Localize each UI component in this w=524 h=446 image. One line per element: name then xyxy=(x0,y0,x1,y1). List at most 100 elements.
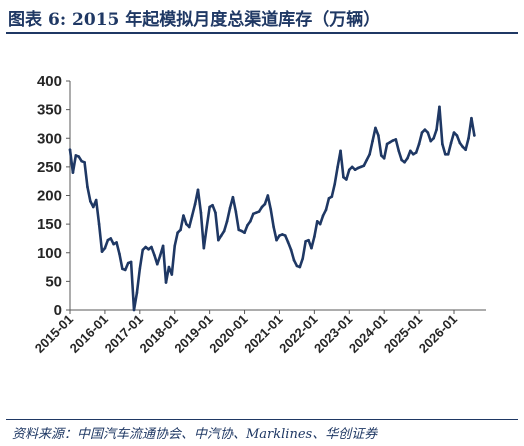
data-point xyxy=(164,281,168,284)
x-tick-label: 2026-01 xyxy=(416,312,460,356)
data-point xyxy=(71,171,75,174)
figure-title-prefix: 图表 xyxy=(8,10,42,30)
data-point xyxy=(225,219,229,223)
data-point xyxy=(176,231,179,235)
data-point xyxy=(211,203,214,207)
data-point xyxy=(254,211,258,214)
data-point xyxy=(77,155,81,158)
data-point xyxy=(313,235,316,239)
data-point xyxy=(449,141,453,145)
data-point xyxy=(379,154,383,157)
data-point xyxy=(208,205,211,209)
data-point xyxy=(377,134,380,137)
data-point xyxy=(394,138,398,141)
data-point xyxy=(458,141,462,145)
data-point xyxy=(275,238,278,242)
data-point xyxy=(304,240,307,243)
data-point xyxy=(266,194,270,197)
data-point xyxy=(388,140,392,144)
data-point xyxy=(281,233,284,236)
data-point xyxy=(327,197,331,200)
data-point xyxy=(310,246,313,250)
data-point xyxy=(249,219,252,223)
data-point xyxy=(347,168,351,172)
data-point xyxy=(353,168,357,172)
data-point xyxy=(185,222,188,226)
data-point xyxy=(138,267,142,271)
data-point xyxy=(321,214,325,217)
data-point xyxy=(199,211,203,214)
data-point xyxy=(123,268,127,272)
data-point xyxy=(414,151,418,154)
data-point xyxy=(214,211,217,214)
data-point xyxy=(243,231,246,235)
data-point xyxy=(179,228,182,232)
data-point xyxy=(318,222,322,226)
data-point xyxy=(205,225,209,229)
data-point xyxy=(126,261,130,265)
data-point xyxy=(231,195,235,199)
data-point xyxy=(150,245,153,249)
series-line xyxy=(68,105,476,312)
data-point xyxy=(217,238,220,242)
data-point xyxy=(219,234,223,237)
data-point xyxy=(260,205,264,209)
data-point xyxy=(103,246,107,250)
y-tick-label: 250 xyxy=(37,159,62,176)
data-point xyxy=(464,148,467,151)
data-point xyxy=(470,116,473,120)
data-point xyxy=(420,131,424,134)
data-point xyxy=(333,182,337,186)
y-tick-label: 100 xyxy=(37,245,62,262)
data-point xyxy=(339,149,342,153)
data-point xyxy=(417,142,421,146)
y-tick-label: 200 xyxy=(37,188,62,205)
data-point xyxy=(193,202,197,206)
data-point xyxy=(406,156,409,160)
line-chart: 0 50 100 150 200 250 300 350 400 2015-012016-012… xyxy=(32,73,486,356)
data-point xyxy=(391,139,395,142)
data-point xyxy=(246,223,249,227)
data-point xyxy=(307,238,310,242)
data-point xyxy=(409,149,412,153)
data-point xyxy=(441,142,444,146)
data-point xyxy=(467,136,470,140)
data-point xyxy=(202,246,206,250)
data-point xyxy=(187,225,191,229)
data-point xyxy=(359,165,363,169)
data-point xyxy=(263,202,267,206)
data-point xyxy=(292,258,296,262)
chart-axes xyxy=(66,80,486,314)
data-point xyxy=(295,264,299,268)
data-point xyxy=(374,126,377,130)
data-point xyxy=(397,149,401,153)
data-point xyxy=(167,265,171,269)
data-point xyxy=(240,229,243,233)
data-point xyxy=(455,134,459,137)
data-point xyxy=(100,250,104,253)
data-point xyxy=(118,252,121,256)
data-point xyxy=(115,241,118,244)
data-point xyxy=(336,165,339,169)
data-point xyxy=(289,248,293,252)
data-point xyxy=(190,214,194,217)
data-point xyxy=(278,234,281,237)
chart-series xyxy=(68,105,476,312)
data-point xyxy=(283,234,287,237)
data-point xyxy=(269,207,273,211)
data-point xyxy=(112,242,115,246)
data-point xyxy=(80,159,83,163)
data-point xyxy=(144,245,147,249)
data-point xyxy=(473,134,476,137)
data-point xyxy=(170,273,174,276)
data-point xyxy=(403,160,406,164)
figure-title-text: 2015 年起模拟月度总渠道库存（万辆） xyxy=(72,10,381,30)
data-point xyxy=(173,244,177,248)
data-point xyxy=(385,142,389,146)
data-point xyxy=(324,208,328,212)
data-point xyxy=(86,185,89,189)
data-point xyxy=(362,164,366,168)
data-point xyxy=(196,188,200,192)
data-point xyxy=(135,291,139,295)
data-point xyxy=(106,238,110,242)
